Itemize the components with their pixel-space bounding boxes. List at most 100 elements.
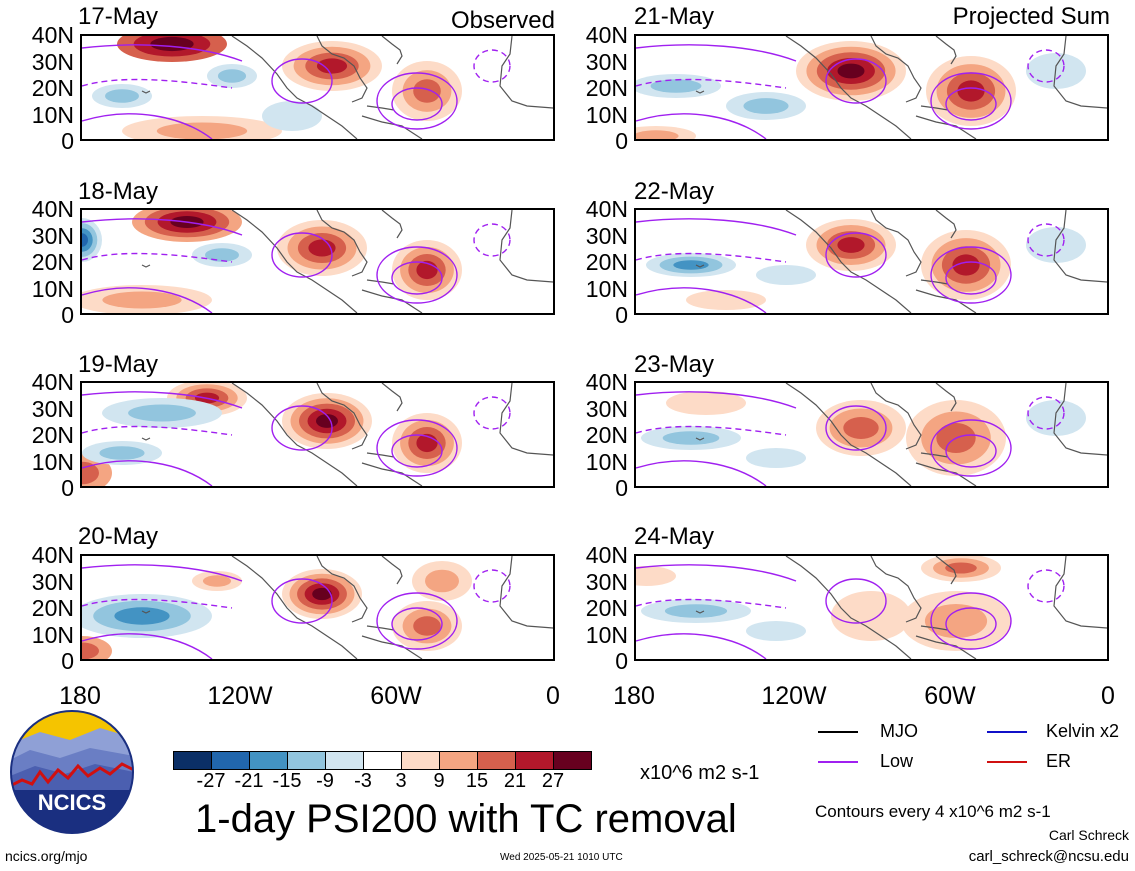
low-contour-dashed — [1027, 223, 1065, 257]
low-contour-line — [636, 218, 797, 236]
y-tick-label: 0 — [61, 648, 74, 674]
y-tick-label: 30N — [31, 222, 74, 249]
low-contour-ring — [825, 405, 887, 451]
y-tick-label: 40N — [31, 369, 74, 395]
y-tick-label: 30N — [585, 222, 628, 249]
coastline-gulf — [316, 210, 368, 277]
x-tick-label: 180 — [613, 682, 655, 710]
coastline-east — [381, 556, 403, 585]
anomaly-contour-fill — [831, 591, 911, 641]
low-contour-ring — [930, 419, 1012, 477]
coastline-hawaii — [695, 90, 705, 94]
low-contour-ring — [825, 58, 887, 104]
x-tick-label: 60W — [370, 682, 422, 710]
logo-text: NCICS — [38, 790, 106, 815]
colorbar-swatch — [364, 752, 402, 769]
map-panel-24-may — [634, 554, 1109, 661]
low-contour-dashed — [636, 252, 787, 263]
low-contour-ring — [945, 87, 997, 121]
panel-date: 21-May — [634, 3, 715, 30]
coastline-south-america — [361, 462, 423, 486]
coastline-north-america — [785, 36, 912, 139]
y-tick-label: 30N — [31, 395, 74, 422]
low-contour-ring — [271, 405, 333, 451]
x-tick-label: 60W — [924, 682, 976, 710]
coastline-africa — [1053, 383, 1107, 456]
anomaly-shading — [82, 383, 462, 486]
y-tick-label: 10N — [31, 448, 74, 475]
coastline-east — [381, 210, 403, 239]
map-panel-23-may — [634, 381, 1109, 488]
y-tick-label: 10N — [585, 621, 628, 648]
mjo-legend-line — [818, 731, 858, 733]
low-contour-ring — [271, 232, 333, 278]
coastline — [141, 383, 553, 486]
coastline-gulf — [316, 556, 368, 623]
figure-title: 1-day PSI200 with TC removal — [195, 797, 737, 841]
low-contour-line — [636, 564, 797, 582]
coastline-hawaii — [695, 610, 705, 614]
y-tick-label: 20N — [31, 75, 74, 101]
low-contour-ring — [930, 246, 1012, 304]
anomaly-contour-fill — [662, 431, 720, 445]
coastline-south-america — [915, 289, 977, 313]
anomaly-contour-fill — [205, 248, 239, 262]
y-tick-label: 20N — [31, 422, 74, 448]
low-contours — [636, 218, 1065, 313]
y-tick-label: 10N — [585, 448, 628, 475]
low-contour-dashed — [473, 223, 511, 257]
anomaly-contour-fill — [128, 404, 196, 422]
coastline-north-america — [785, 210, 912, 313]
anomaly-contour-fill — [666, 391, 746, 415]
low-contour-line — [82, 287, 213, 313]
coastline — [695, 210, 1107, 313]
colorbar — [173, 751, 592, 770]
observed-label: Observed — [450, 7, 555, 34]
low-contour-ring — [825, 578, 887, 624]
anomaly-contour-fill — [746, 448, 806, 468]
coastline-south-america — [915, 462, 977, 486]
colorbar-label: -3 — [354, 770, 372, 792]
coastline-east — [935, 383, 957, 412]
coastline-africa — [1053, 36, 1107, 109]
low-contour-line — [636, 633, 767, 659]
low-contour-dashed — [82, 78, 233, 89]
y-tick-label: 10N — [31, 621, 74, 648]
coastline-east — [381, 383, 403, 412]
anomaly-contour-fill — [746, 621, 806, 641]
low-contour-dashed — [636, 425, 787, 436]
coastline-gulf — [870, 556, 922, 623]
coastline-south-america — [361, 635, 423, 659]
anomaly-contour-fill — [312, 587, 332, 601]
coastline-north-america — [231, 383, 358, 486]
low-contour-ring — [391, 607, 443, 641]
website-link[interactable]: ncics.org/mjo — [5, 848, 88, 864]
anomaly-contour-fill — [102, 291, 182, 309]
coastline-south-america — [361, 115, 423, 139]
anomaly-contour-fill — [316, 414, 338, 428]
x-tick-label: 120W — [761, 682, 827, 710]
low-contour-dashed — [473, 49, 511, 83]
low-contours — [636, 564, 1065, 659]
colorbar-label: 27 — [541, 770, 565, 792]
ncics-logo: NCICS — [10, 710, 134, 834]
low-contour-dashed — [1027, 49, 1065, 83]
anomaly-contour-fill — [952, 254, 980, 276]
low-contour-line — [82, 633, 213, 659]
coastline — [695, 556, 1107, 659]
coastline-caribbean — [920, 105, 949, 111]
y-tick-label: 10N — [31, 101, 74, 128]
coastline-caribbean — [920, 279, 949, 285]
anomaly-contour-fill — [957, 80, 985, 102]
colorbar-label: -15 — [272, 770, 302, 792]
map-panel-18-may — [80, 208, 555, 315]
low-contour-ring — [825, 232, 887, 278]
panel-date: 24-May — [634, 523, 715, 550]
kelvin-legend-line — [987, 731, 1027, 733]
low-contour-dashed — [1027, 569, 1065, 603]
anomaly-contour-fill — [945, 562, 977, 574]
coastline-north-america — [785, 556, 912, 659]
map-panel-21-may — [634, 34, 1109, 141]
low-contour-ring — [391, 87, 443, 121]
low-legend-label: Low — [880, 751, 914, 771]
